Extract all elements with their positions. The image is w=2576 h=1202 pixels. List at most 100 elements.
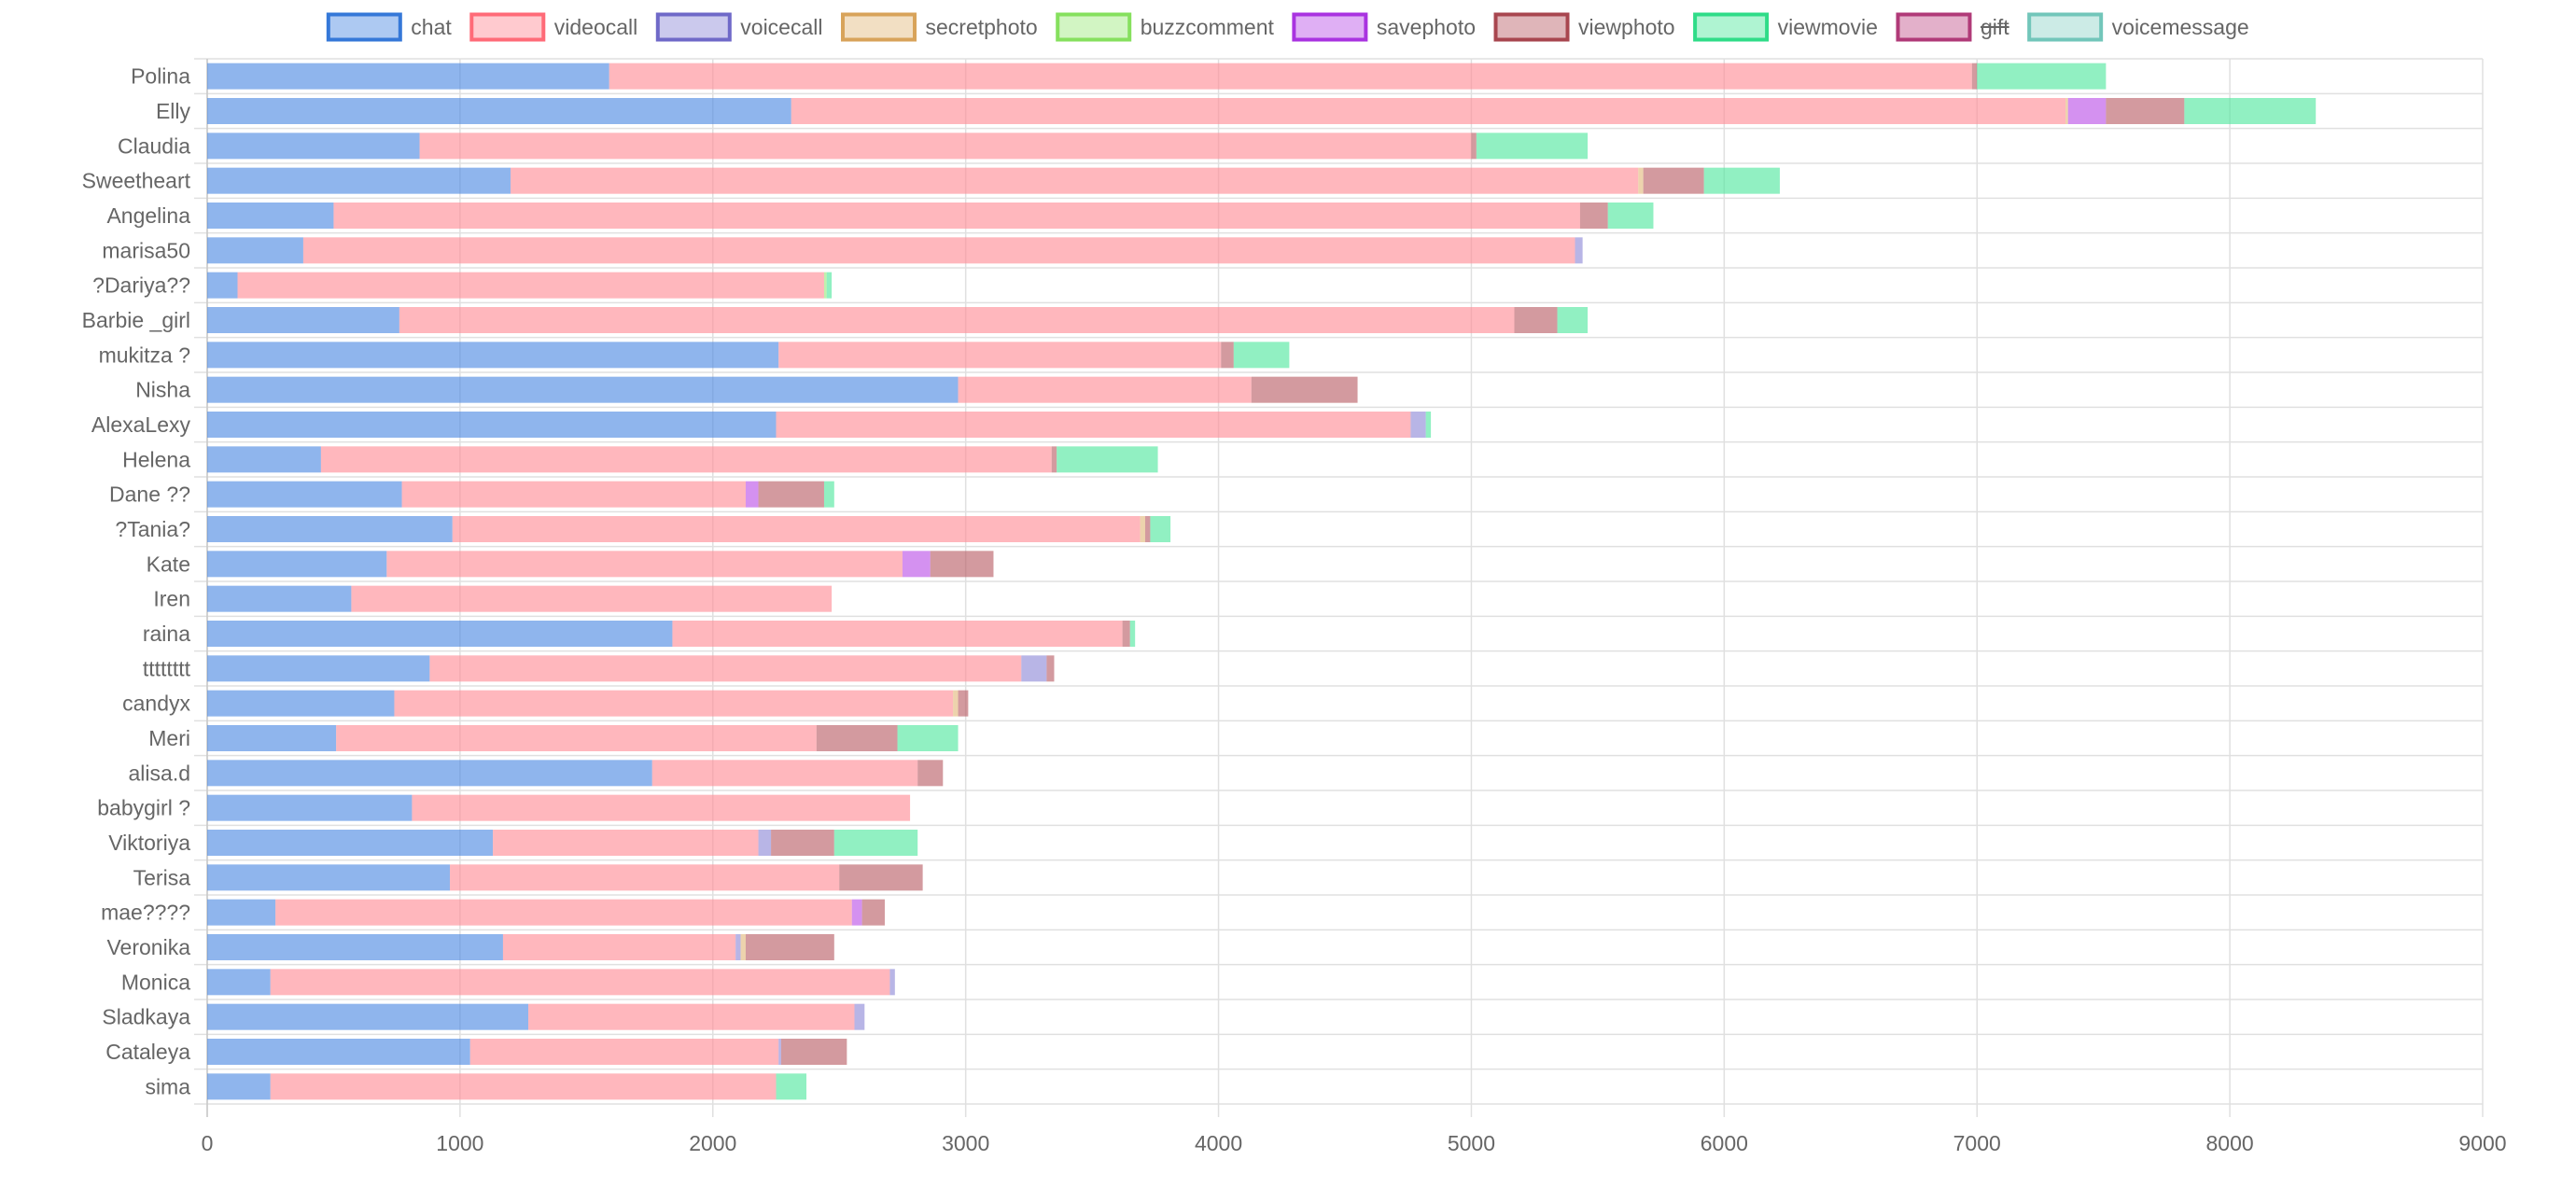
bar-sladkaya-chat[interactable]	[207, 1003, 529, 1030]
bar-alexalexy-voicecall[interactable]	[1410, 412, 1426, 438]
bar-veronika-secretphoto[interactable]	[740, 934, 746, 960]
bar-tania-secretphoto[interactable]	[1140, 516, 1145, 542]
bar-iren-videocall[interactable]	[351, 585, 833, 612]
bar-helena-videocall[interactable]	[320, 446, 1052, 473]
bar-monica-chat[interactable]	[207, 969, 271, 996]
bar-kate-savephoto[interactable]	[902, 551, 931, 578]
bar-helena-viewmovie[interactable]	[1057, 446, 1158, 473]
bar-terisa-videocall[interactable]	[450, 864, 840, 891]
bar-polina-viewmovie[interactable]	[1977, 63, 2107, 90]
bar-tttttttt-chat[interactable]	[207, 655, 430, 682]
legend-item-savephoto[interactable]: savephoto	[1292, 12, 1476, 42]
bar-alexalexy-chat[interactable]	[207, 412, 777, 438]
legend-item-chat[interactable]: chat	[326, 12, 453, 42]
bar-mae-videocall[interactable]	[275, 899, 852, 926]
bar-polina-viewphoto[interactable]	[1971, 63, 1978, 90]
bar-viktoriya-viewmovie[interactable]	[833, 830, 918, 856]
bar-sladkaya-videocall[interactable]	[528, 1003, 855, 1030]
bar-elly-viewmovie[interactable]	[2184, 98, 2317, 124]
bar-monica-voicecall[interactable]	[889, 969, 895, 996]
bar-elly-savephoto[interactable]	[2067, 98, 2107, 124]
bar-tttttttt-viewphoto[interactable]	[1046, 655, 1055, 682]
bar-marisa50-videocall[interactable]	[302, 237, 1575, 264]
bar-candyx-chat[interactable]	[207, 690, 395, 717]
bar-sweetheart-secretphoto[interactable]	[1638, 167, 1644, 194]
bar-helena-chat[interactable]	[207, 446, 321, 473]
bar-candyx-videocall[interactable]	[394, 690, 954, 717]
bar-sweetheart-viewphoto[interactable]	[1643, 167, 1704, 194]
bar-viktoriya-viewphoto[interactable]	[771, 830, 834, 856]
bar-candyx-viewphoto[interactable]	[958, 690, 969, 717]
legend-item-gift[interactable]: gift	[1896, 12, 2009, 42]
bar-mae-chat[interactable]	[207, 899, 276, 926]
bar-barbie-girl-videocall[interactable]	[399, 307, 1515, 333]
bar-meri-chat[interactable]	[207, 725, 337, 751]
bar-barbie-girl-viewmovie[interactable]	[1557, 307, 1589, 333]
bar-marisa50-chat[interactable]	[207, 237, 303, 264]
bar-claudia-viewmovie[interactable]	[1476, 133, 1589, 160]
bar-cataleya-voicecall[interactable]	[778, 1039, 781, 1065]
bar-alexalexy-viewmovie[interactable]	[1425, 412, 1432, 438]
bar-kate-chat[interactable]	[207, 551, 387, 578]
bar-kate-viewphoto[interactable]	[930, 551, 994, 578]
bar-tania-chat[interactable]	[207, 516, 453, 542]
bar-sweetheart-chat[interactable]	[207, 167, 511, 194]
bar-angelina-viewphoto[interactable]	[1579, 203, 1608, 229]
bar-tttttttt-voicecall[interactable]	[1021, 655, 1047, 682]
bar-alexalexy-videocall[interactable]	[776, 412, 1411, 438]
bar-veronika-chat[interactable]	[207, 934, 503, 960]
bar-nisha-chat[interactable]	[207, 376, 959, 403]
bar-nisha-videocall[interactable]	[958, 376, 1252, 403]
bar-raina-viewphoto[interactable]	[1122, 621, 1130, 647]
bar-meri-viewphoto[interactable]	[816, 725, 898, 751]
bar-elly-chat[interactable]	[207, 98, 791, 124]
bar-meri-videocall[interactable]	[336, 725, 817, 751]
bar-iren-chat[interactable]	[207, 585, 352, 612]
bar-raina-videocall[interactable]	[672, 621, 1123, 647]
bar-tttttttt-videocall[interactable]	[429, 655, 1022, 682]
bar-cataleya-videocall[interactable]	[469, 1039, 779, 1065]
legend-item-secretphoto[interactable]: secretphoto	[841, 12, 1038, 42]
bar-mukitza-videocall[interactable]	[778, 342, 1222, 369]
bar-polina-chat[interactable]	[207, 63, 609, 90]
legend-item-videocall[interactable]: videocall	[469, 12, 637, 42]
bar-claudia-viewphoto[interactable]	[1471, 133, 1477, 160]
bar-claudia-videocall[interactable]	[419, 133, 1472, 160]
bar-babygirl-videocall[interactable]	[412, 794, 911, 821]
bar-dane-viewphoto[interactable]	[758, 481, 824, 508]
bar-tania-videocall[interactable]	[452, 516, 1141, 542]
bar-veronika-videocall[interactable]	[502, 934, 736, 960]
bar-angelina-chat[interactable]	[207, 203, 334, 229]
bar-mukitza-viewphoto[interactable]	[1221, 342, 1234, 369]
bar-viktoriya-videocall[interactable]	[493, 830, 759, 856]
bar-raina-chat[interactable]	[207, 621, 673, 647]
bar-dariya-videocall[interactable]	[237, 272, 824, 299]
bar-sima-videocall[interactable]	[270, 1073, 777, 1100]
legend-item-voicemessage[interactable]: voicemessage	[2027, 12, 2249, 42]
bar-mae-savephoto[interactable]	[851, 899, 862, 926]
bar-claudia-chat[interactable]	[207, 133, 420, 160]
bar-veronika-viewphoto[interactable]	[745, 934, 834, 960]
bar-polina-videocall[interactable]	[609, 63, 1972, 90]
legend-item-buzzcomment[interactable]: buzzcomment	[1056, 12, 1274, 42]
bar-elly-viewphoto[interactable]	[2106, 98, 2185, 124]
bar-sima-chat[interactable]	[207, 1073, 271, 1100]
legend-item-voicecall[interactable]: voicecall	[655, 12, 823, 42]
bar-mukitza-chat[interactable]	[207, 342, 779, 369]
legend-item-viewmovie[interactable]: viewmovie	[1693, 12, 1878, 42]
bar-sweetheart-videocall[interactable]	[511, 167, 1639, 194]
bar-barbie-girl-viewphoto[interactable]	[1514, 307, 1558, 333]
bar-alisa-d-viewphoto[interactable]	[917, 760, 944, 787]
bar-dariya-buzzcomment[interactable]	[823, 272, 827, 299]
bar-sima-viewmovie[interactable]	[776, 1073, 807, 1100]
legend-item-viewphoto[interactable]: viewphoto	[1493, 12, 1675, 42]
bar-elly-videocall[interactable]	[791, 98, 2066, 124]
bar-meri-viewmovie[interactable]	[897, 725, 959, 751]
bar-viktoriya-chat[interactable]	[207, 830, 494, 856]
bar-mukitza-viewmovie[interactable]	[1233, 342, 1290, 369]
bar-cataleya-chat[interactable]	[207, 1039, 470, 1065]
bar-monica-videocall[interactable]	[270, 969, 890, 996]
bar-raina-viewmovie[interactable]	[1129, 621, 1136, 647]
bar-tania-viewmovie[interactable]	[1150, 516, 1171, 542]
bar-dane-videocall[interactable]	[401, 481, 746, 508]
